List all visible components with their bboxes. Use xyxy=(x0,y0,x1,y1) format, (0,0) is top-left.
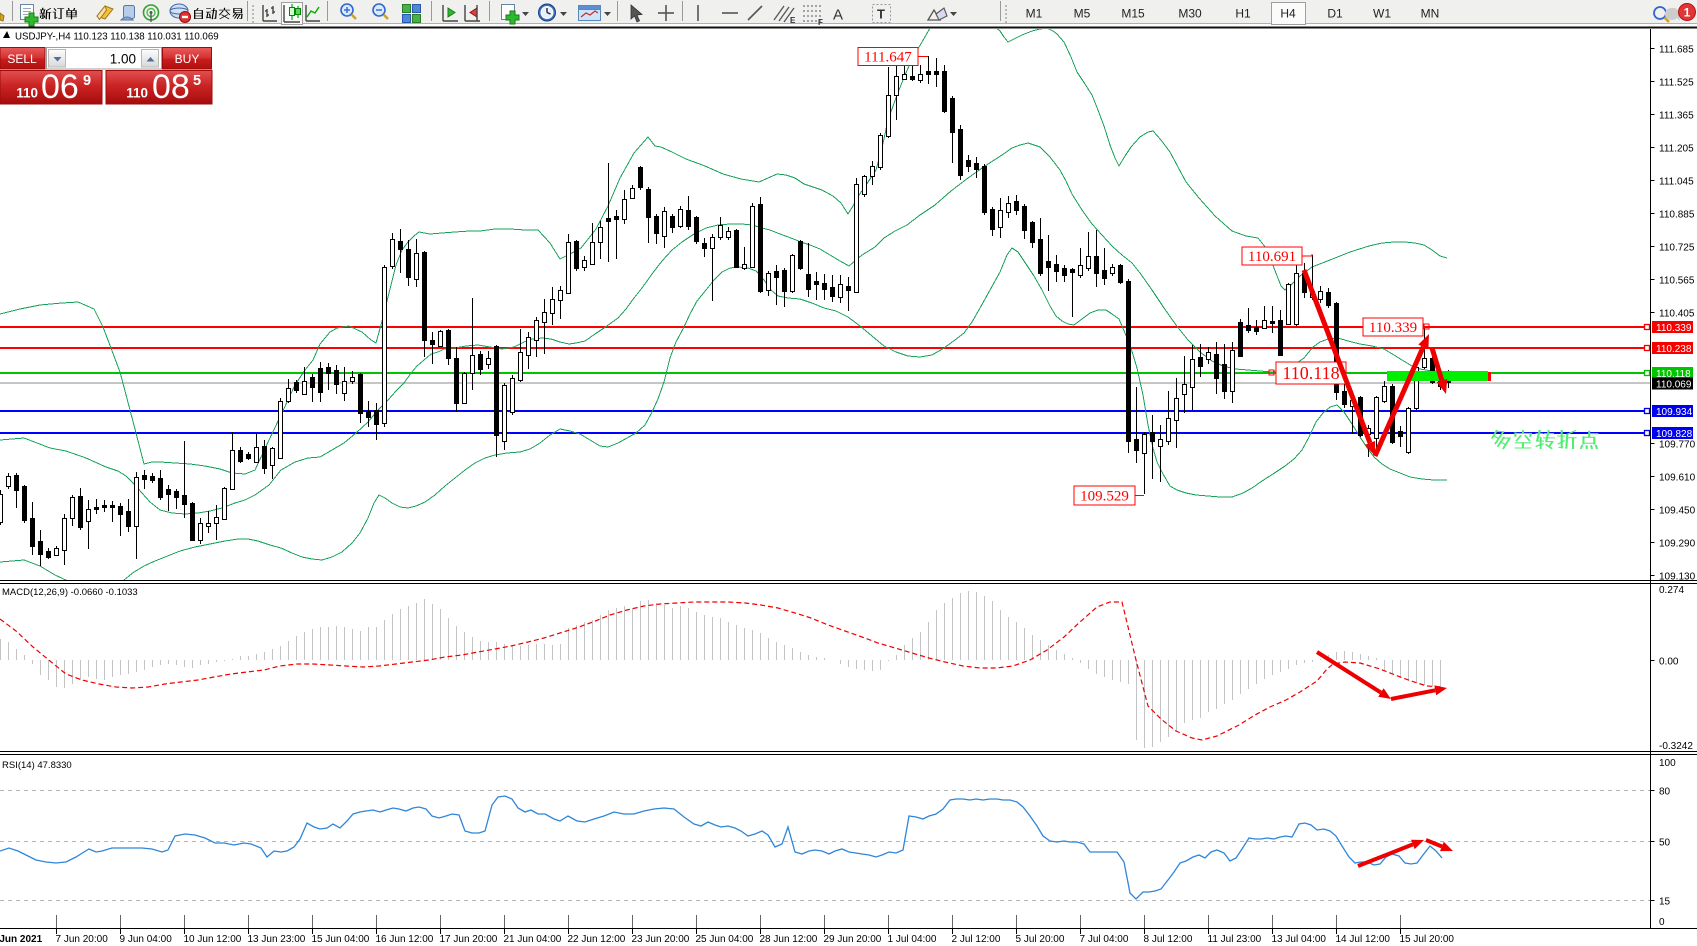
svg-text:H1: H1 xyxy=(1235,7,1251,21)
svg-text:A: A xyxy=(833,7,843,24)
svg-text:MACD(12,26,9) -0.0660 -0.1033: MACD(12,26,9) -0.0660 -0.1033 xyxy=(2,587,138,598)
svg-text:H4: H4 xyxy=(1280,7,1296,21)
svg-text:14 Jul 12:00: 14 Jul 12:00 xyxy=(1336,934,1391,945)
svg-text:7 Jul 04:00: 7 Jul 04:00 xyxy=(1080,934,1129,945)
svg-text:110.118: 110.118 xyxy=(1656,369,1691,380)
svg-text:109.770: 109.770 xyxy=(1659,439,1696,450)
svg-text:23 Jun 20:00: 23 Jun 20:00 xyxy=(632,934,690,945)
svg-text:15: 15 xyxy=(1659,897,1671,908)
svg-text:111.045: 111.045 xyxy=(1659,177,1694,188)
svg-text:0.00: 0.00 xyxy=(1659,657,1679,668)
svg-text:80: 80 xyxy=(1659,787,1671,798)
svg-text:9 Jun 04:00: 9 Jun 04:00 xyxy=(120,934,173,945)
svg-text:111.685: 111.685 xyxy=(1659,45,1694,56)
svg-text:M15: M15 xyxy=(1121,7,1145,21)
svg-text:111.205: 111.205 xyxy=(1659,144,1694,155)
svg-text:11 Jul 23:00: 11 Jul 23:00 xyxy=(1208,934,1262,945)
svg-text:-0.3242: -0.3242 xyxy=(1659,741,1693,752)
svg-text:M5: M5 xyxy=(1074,7,1091,21)
svg-text:F: F xyxy=(818,18,823,27)
svg-text:110.885: 110.885 xyxy=(1659,210,1695,221)
svg-text:0: 0 xyxy=(1659,917,1665,928)
svg-text:100: 100 xyxy=(1659,758,1676,769)
svg-text:MN: MN xyxy=(1421,7,1440,21)
svg-text:W1: W1 xyxy=(1373,7,1391,21)
svg-text:16 Jun 12:00: 16 Jun 12:00 xyxy=(376,934,434,945)
svg-text:109.934: 109.934 xyxy=(1656,407,1693,418)
svg-text:111.647: 111.647 xyxy=(864,50,912,66)
svg-text:110.565: 110.565 xyxy=(1659,276,1695,287)
svg-text:110.339: 110.339 xyxy=(1369,320,1417,336)
svg-text:5: 5 xyxy=(193,73,201,89)
svg-text:110.238: 110.238 xyxy=(1656,344,1692,355)
svg-text:RSI(14) 47.8330: RSI(14) 47.8330 xyxy=(2,760,72,771)
svg-text:7 Jun 20:00: 7 Jun 20:00 xyxy=(56,934,109,945)
svg-text:8 Jul 12:00: 8 Jul 12:00 xyxy=(1144,934,1193,945)
svg-text:SELL: SELL xyxy=(7,52,37,66)
svg-text:06: 06 xyxy=(41,68,79,106)
svg-text:109.828: 109.828 xyxy=(1656,429,1693,440)
svg-text:5 Jul 20:00: 5 Jul 20:00 xyxy=(1016,934,1065,945)
svg-text:110.691: 110.691 xyxy=(1248,249,1296,265)
svg-text:110.725: 110.725 xyxy=(1659,243,1695,254)
svg-text:109.450: 109.450 xyxy=(1659,505,1696,516)
svg-text:25 Jun 04:00: 25 Jun 04:00 xyxy=(696,934,754,945)
svg-text:109.290: 109.290 xyxy=(1659,538,1696,549)
svg-text:111.365: 111.365 xyxy=(1659,111,1694,122)
svg-text:110: 110 xyxy=(16,86,38,101)
svg-text:1 Jul 04:00: 1 Jul 04:00 xyxy=(888,934,937,945)
svg-text:M30: M30 xyxy=(1178,7,1202,21)
svg-text:1: 1 xyxy=(1684,6,1691,20)
svg-text:BUY: BUY xyxy=(175,52,200,66)
svg-text:17 Jun 20:00: 17 Jun 20:00 xyxy=(440,934,498,945)
svg-text:22 Jun 12:00: 22 Jun 12:00 xyxy=(568,934,626,945)
svg-text:109.610: 109.610 xyxy=(1659,472,1696,483)
svg-text:13 Jun 23:00: 13 Jun 23:00 xyxy=(248,934,306,945)
svg-text:110.339: 110.339 xyxy=(1656,323,1692,334)
svg-text:M1: M1 xyxy=(1026,7,1043,21)
svg-text:109.130: 109.130 xyxy=(1659,571,1696,582)
svg-text:4 Jun 2021: 4 Jun 2021 xyxy=(0,934,43,945)
svg-text:USDJPY-,H4 110.123 110.138 11: USDJPY-,H4 110.123 110.138 110.031 110.0… xyxy=(15,32,219,43)
svg-text:111.525: 111.525 xyxy=(1659,78,1694,89)
svg-text:10 Jun 12:00: 10 Jun 12:00 xyxy=(184,934,242,945)
svg-text:2 Jul 12:00: 2 Jul 12:00 xyxy=(952,934,1001,945)
svg-text:110.405: 110.405 xyxy=(1659,309,1695,320)
svg-text:9: 9 xyxy=(83,73,91,89)
svg-text:T: T xyxy=(877,7,885,22)
svg-text:1.00: 1.00 xyxy=(110,52,136,67)
svg-text:0.274: 0.274 xyxy=(1659,585,1684,596)
svg-text:15 Jun 04:00: 15 Jun 04:00 xyxy=(312,934,370,945)
svg-text:29 Jun 20:00: 29 Jun 20:00 xyxy=(824,934,882,945)
svg-text:15 Jul 20:00: 15 Jul 20:00 xyxy=(1400,934,1455,945)
svg-text:110: 110 xyxy=(126,86,148,101)
svg-text:E: E xyxy=(790,16,796,25)
svg-text:13 Jul 04:00: 13 Jul 04:00 xyxy=(1272,934,1327,945)
svg-text:D1: D1 xyxy=(1327,7,1343,21)
svg-text:50: 50 xyxy=(1659,838,1671,849)
svg-text:110.069: 110.069 xyxy=(1656,380,1692,391)
svg-text:21 Jun 04:00: 21 Jun 04:00 xyxy=(504,934,562,945)
svg-text:08: 08 xyxy=(152,68,190,106)
svg-text:109.529: 109.529 xyxy=(1080,489,1129,505)
svg-text:110.118: 110.118 xyxy=(1282,363,1339,383)
svg-text:28 Jun 12:00: 28 Jun 12:00 xyxy=(760,934,818,945)
